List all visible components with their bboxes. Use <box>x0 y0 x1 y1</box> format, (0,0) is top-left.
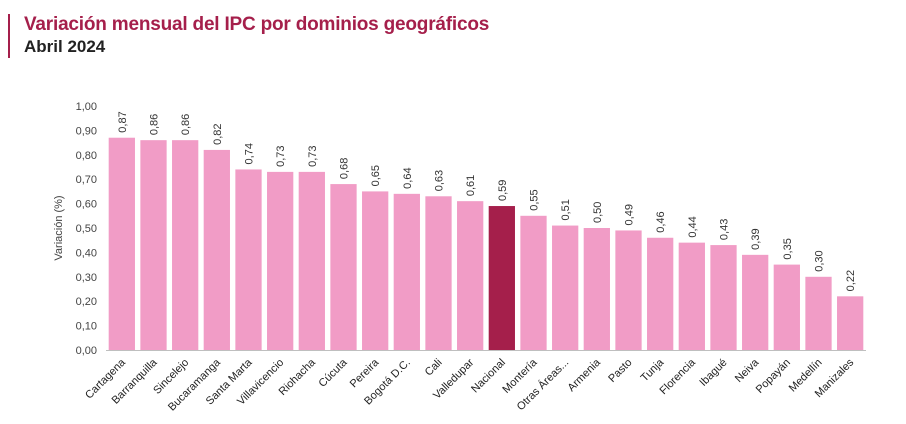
data-label-6: 0,73 <box>307 145 319 166</box>
y-tick-label: 0,20 <box>76 296 97 308</box>
y-tick-label: 0,60 <box>76 199 97 211</box>
bar-19 <box>710 245 737 350</box>
x-axis: CartagenaBarranquillaSincelejoBucaramang… <box>83 350 866 414</box>
data-label-3: 0,82 <box>212 123 224 144</box>
bar-9 <box>393 193 420 350</box>
bar-23 <box>837 296 864 350</box>
data-label-9: 0,64 <box>402 167 414 188</box>
category-label-16: Pasto <box>606 357 634 385</box>
data-label-13: 0,55 <box>529 189 541 210</box>
data-label-20: 0,39 <box>750 228 762 249</box>
bar-6 <box>298 171 325 350</box>
data-label-15: 0,50 <box>592 202 604 223</box>
data-label-21: 0,35 <box>782 238 794 259</box>
y-tick-label: 0,30 <box>76 272 97 284</box>
data-label-18: 0,44 <box>687 216 699 237</box>
bar-1 <box>140 140 167 350</box>
bar-7 <box>330 184 357 350</box>
data-label-7: 0,68 <box>339 158 351 179</box>
y-axis: 0,00 0,10 0,20 0,30 0,40 0,50 0,60 0,70 0,80 0,90… <box>76 101 97 357</box>
data-label-2: 0,86 <box>180 114 192 135</box>
data-label-14: 0,51 <box>560 199 572 220</box>
bar-13 <box>520 215 547 350</box>
bar-3 <box>203 149 230 350</box>
chart-subtitle: Abril 2024 <box>24 37 106 56</box>
y-axis-title: Variación (%) <box>53 195 65 260</box>
y-tick-label: 1,00 <box>76 101 97 113</box>
bar-21 <box>773 264 800 350</box>
data-label-12: 0,59 <box>497 180 509 201</box>
bar-10 <box>425 196 452 350</box>
category-label-10: Cali <box>423 357 445 379</box>
bar-17 <box>647 237 674 350</box>
category-label-15: Armenia <box>566 356 604 394</box>
y-tick-label: 0,80 <box>76 150 97 162</box>
chart-header: Variación mensual del IPC por dominios g… <box>8 14 489 58</box>
data-label-1: 0,86 <box>149 114 161 135</box>
data-label-22: 0,30 <box>814 250 826 271</box>
bar-0 <box>108 137 135 350</box>
data-label-11: 0,61 <box>465 175 477 196</box>
bar-4 <box>235 169 262 350</box>
y-tick-label: 0,10 <box>76 321 97 333</box>
bar-5 <box>267 171 294 350</box>
category-label-17: Tunja <box>639 356 667 384</box>
data-label-17: 0,46 <box>655 211 667 232</box>
category-label-18: Florencia <box>657 356 698 397</box>
category-label-19: Ibagué <box>697 357 729 389</box>
bar-14 <box>552 225 579 350</box>
bar-15 <box>583 228 610 350</box>
data-labels: 0,87 0,86 0,86 0,82 0,74 0,73 0,73 0,68 0,65 0,64… <box>117 111 857 291</box>
data-label-19: 0,43 <box>719 219 731 240</box>
bars <box>108 137 864 350</box>
chart-title: Variación mensual del IPC por dominios g… <box>24 14 490 35</box>
data-label-16: 0,49 <box>624 204 636 225</box>
data-label-5: 0,73 <box>275 145 287 166</box>
category-label-20: Neiva <box>733 356 762 385</box>
y-tick-label: 0,70 <box>76 174 97 186</box>
data-label-23: 0,22 <box>845 270 857 291</box>
category-label-21: Popayán <box>754 357 793 396</box>
bar-16 <box>615 230 642 350</box>
bar-2 <box>172 140 199 350</box>
data-label-8: 0,65 <box>370 165 382 186</box>
bar-8 <box>362 191 389 350</box>
bar-11 <box>457 201 484 350</box>
y-tick-label: 0,40 <box>76 247 97 259</box>
data-label-4: 0,74 <box>244 143 256 164</box>
data-label-0: 0,87 <box>117 111 129 132</box>
y-tick-label: 0,90 <box>76 125 97 137</box>
category-label-7: Cúcuta <box>316 356 350 390</box>
y-tick-label: 0,00 <box>76 345 97 357</box>
y-tick-label: 0,50 <box>76 223 97 235</box>
bar-12 <box>488 206 515 350</box>
bar-22 <box>805 276 832 350</box>
data-label-10: 0,63 <box>434 170 446 191</box>
bar-20 <box>742 254 769 350</box>
bar-18 <box>678 242 705 350</box>
